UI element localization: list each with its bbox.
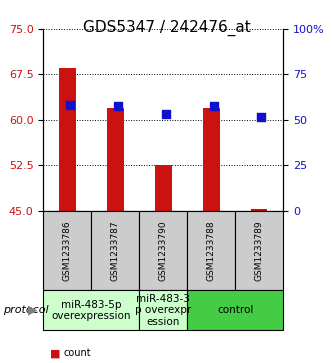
Point [211, 103, 216, 109]
Point [163, 111, 168, 117]
Text: GSM1233789: GSM1233789 [254, 220, 264, 281]
Text: ■: ■ [50, 348, 61, 359]
Bar [107, 108, 124, 211]
Text: GSM1233787: GSM1233787 [111, 220, 120, 281]
Text: GSM1233786: GSM1233786 [63, 220, 72, 281]
Text: GSM1233790: GSM1233790 [159, 220, 168, 281]
Point [115, 103, 120, 109]
Point [259, 114, 264, 120]
Text: miR-483-5p
overexpression: miR-483-5p overexpression [52, 299, 131, 321]
Bar [251, 209, 267, 211]
Text: count: count [63, 348, 91, 359]
Bar [203, 108, 219, 211]
Text: GSM1233788: GSM1233788 [206, 220, 216, 281]
Point [67, 102, 72, 107]
Text: control: control [217, 305, 253, 315]
Text: ▶: ▶ [28, 304, 38, 317]
Bar [155, 165, 171, 211]
Bar [59, 68, 76, 211]
Text: protocol: protocol [3, 305, 49, 315]
Text: miR-483-3
p overexpr
ession: miR-483-3 p overexpr ession [135, 294, 191, 327]
Text: GDS5347 / 242476_at: GDS5347 / 242476_at [83, 20, 250, 36]
